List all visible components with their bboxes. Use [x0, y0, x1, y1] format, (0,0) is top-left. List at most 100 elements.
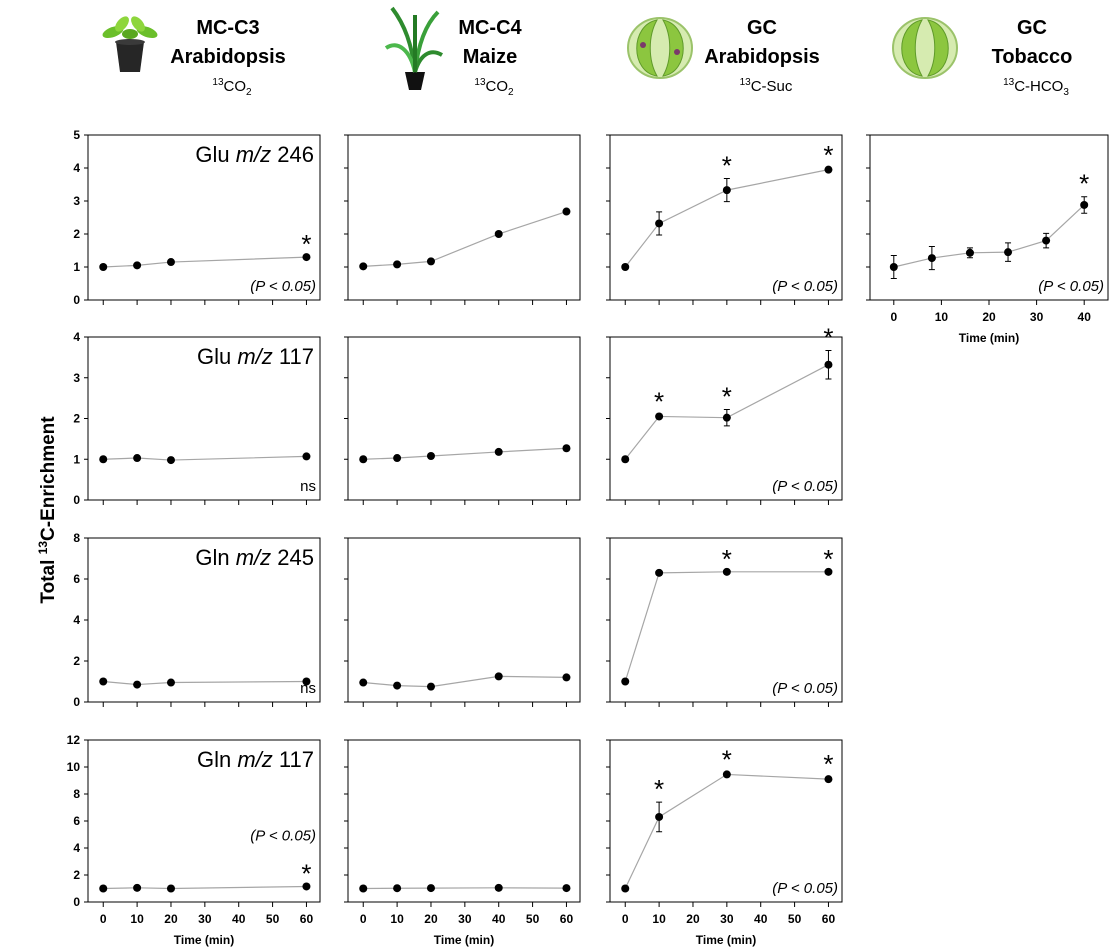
significance-star: * [722, 151, 732, 181]
data-point [359, 455, 367, 463]
y-tick-label: 0 [73, 895, 80, 909]
x-tick-label: 40 [492, 912, 506, 926]
data-point [99, 263, 107, 271]
x-tick-label: 60 [822, 912, 836, 926]
column-label: 13CO2 [474, 77, 514, 98]
annotation: (P < 0.05) [250, 278, 316, 295]
significance-star: * [301, 229, 311, 259]
data-point [359, 885, 367, 893]
y-axis-label: Total 13C-Enrichment [36, 416, 59, 604]
data-point [427, 257, 435, 265]
x-tick-label: 0 [100, 912, 107, 926]
y-tick-label: 2 [73, 412, 80, 426]
plot-frame [348, 740, 580, 902]
y-tick-label: 12 [67, 733, 81, 747]
data-point [427, 884, 435, 892]
y-tick-label: 2 [73, 227, 80, 241]
label-sub: 2 [246, 87, 252, 98]
significance-star: * [823, 140, 833, 170]
y-tick-label: 5 [73, 128, 80, 142]
x-tick-label: 50 [788, 912, 802, 926]
plot-frame [348, 135, 580, 300]
x-axis-label: Time (min) [174, 933, 234, 947]
label-main: CO [224, 78, 247, 95]
data-point [562, 884, 570, 892]
data-point [562, 444, 570, 452]
label-part: m/z [237, 747, 272, 772]
y-tick-label: 1 [73, 260, 80, 274]
icon-guard-cells [628, 18, 692, 78]
label-part: 117 [279, 747, 314, 772]
plot-frame [870, 135, 1108, 300]
y-label-part: C-Enrichment [38, 416, 59, 541]
x-tick-label: 20 [982, 310, 996, 324]
x-tick-label: 30 [198, 912, 212, 926]
y-tick-label: 4 [73, 330, 80, 344]
data-point [495, 672, 503, 680]
data-point [1080, 201, 1088, 209]
data-point [393, 454, 401, 462]
data-point [495, 230, 503, 238]
x-tick-label: 10 [390, 912, 404, 926]
x-tick-label: 20 [686, 912, 700, 926]
x-tick-label: 0 [360, 912, 367, 926]
annotation: ns [300, 478, 316, 495]
data-point [427, 452, 435, 460]
x-tick-label: 40 [1078, 310, 1092, 324]
y-tick-label: 0 [73, 493, 80, 507]
annotation: (P < 0.05) [250, 827, 316, 844]
data-point [928, 254, 936, 262]
label-sup: 13 [1003, 77, 1015, 88]
x-tick-label: 20 [164, 912, 178, 926]
panel-label: Glu m/z 246 [195, 142, 314, 167]
significance-star: * [654, 386, 664, 416]
data-point [167, 456, 175, 464]
data-point [621, 885, 629, 893]
x-tick-label: 30 [720, 912, 734, 926]
column-label: 13CO2 [212, 77, 252, 98]
column-species: Arabidopsis [704, 46, 820, 68]
data-point [302, 678, 310, 686]
y-tick-label: 6 [73, 814, 80, 828]
data-point [99, 678, 107, 686]
data-line [625, 572, 828, 682]
column-species: Maize [463, 46, 517, 68]
x-tick-label: 30 [458, 912, 472, 926]
x-tick-label: 0 [622, 912, 629, 926]
y-tick-label: 3 [73, 194, 80, 208]
data-point [1042, 237, 1050, 245]
annotation: (P < 0.05) [772, 478, 838, 495]
label-main: C-HCO [1014, 78, 1063, 95]
column-species: Arabidopsis [170, 46, 286, 68]
significance-star: * [654, 774, 664, 804]
y-tick-label: 4 [73, 841, 80, 855]
significance-star: * [1079, 169, 1089, 199]
data-point [562, 208, 570, 216]
annotation: (P < 0.05) [772, 880, 838, 897]
x-axis-label: Time (min) [959, 331, 1019, 345]
data-point [302, 452, 310, 460]
y-tick-label: 1 [73, 452, 80, 466]
column-title: GC [1017, 17, 1047, 39]
data-point [824, 361, 832, 369]
x-axis-label: Time (min) [696, 933, 756, 947]
data-point [427, 683, 435, 691]
data-point [393, 682, 401, 690]
label-part: m/z [236, 545, 271, 570]
data-point [359, 262, 367, 270]
y-tick-label: 2 [73, 654, 80, 668]
significance-star: * [722, 382, 732, 412]
data-point [723, 186, 731, 194]
label-part: 117 [279, 344, 314, 369]
data-point [99, 885, 107, 893]
label-part: m/z [237, 344, 272, 369]
data-point [133, 681, 141, 689]
x-tick-label: 30 [1030, 310, 1044, 324]
y-tick-label: 3 [73, 371, 80, 385]
x-tick-label: 0 [890, 310, 897, 324]
label-part: Glu [195, 142, 229, 167]
x-tick-label: 50 [266, 912, 280, 926]
panel-label: Gln m/z 245 [195, 545, 314, 570]
data-point [167, 258, 175, 266]
significance-star: * [722, 544, 732, 574]
